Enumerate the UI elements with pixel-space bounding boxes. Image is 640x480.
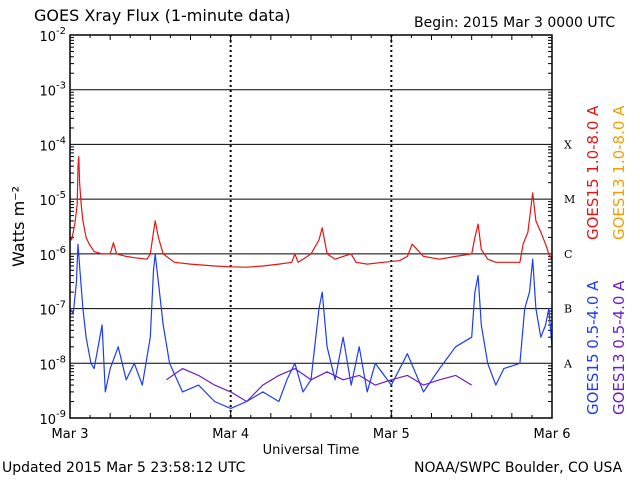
series-line (69, 243, 553, 409)
y-tick-label: 10-7 (39, 300, 66, 319)
y-tick-label: 10-4 (39, 135, 66, 154)
x-tick-label: Mar 4 (212, 427, 249, 442)
y-tick-label: 10-9 (39, 409, 66, 428)
x-tick-label: Mar 6 (534, 427, 571, 442)
y-tick-label: 10-3 (39, 81, 66, 100)
flare-class-label: A (563, 357, 573, 370)
x-tick-label: Mar 5 (373, 427, 410, 442)
x-axis-label: Universal Time (263, 443, 360, 458)
chart-title: GOES Xray Flux (1-minute data) (34, 6, 291, 25)
flare-class-label: B (564, 303, 572, 316)
legend-entry: GOES15 0.5-4.0 A (584, 280, 602, 415)
y-tick-label: 10-5 (39, 190, 66, 209)
y-axis-label: Watts m⁻² (9, 186, 28, 267)
flare-class-label: C (564, 248, 572, 261)
x-tick-label: Mar 3 (52, 427, 89, 442)
legend-entry: GOES13 0.5-4.0 A (610, 280, 628, 415)
flare-class-label: M (564, 193, 575, 206)
credit-line: NOAA/SWPC Boulder, CO USA (414, 460, 623, 476)
legend-entry: GOES13 1.0-8.0 A (610, 105, 628, 240)
series-line (166, 368, 473, 403)
updated-time: Updated 2015 Mar 5 23:58:12 UTC (2, 460, 246, 476)
plot-frame (69, 34, 553, 419)
legend-entry: GOES15 1.0-8.0 A (584, 105, 602, 240)
begin-time: Begin: 2015 Mar 3 0000 UTC (414, 15, 616, 31)
y-tick-label: 10-8 (39, 354, 66, 373)
flare-class-label: X (564, 138, 572, 151)
y-tick-label: 10-2 (39, 26, 66, 45)
y-tick-label: 10-6 (39, 245, 66, 264)
series-line (69, 156, 553, 268)
